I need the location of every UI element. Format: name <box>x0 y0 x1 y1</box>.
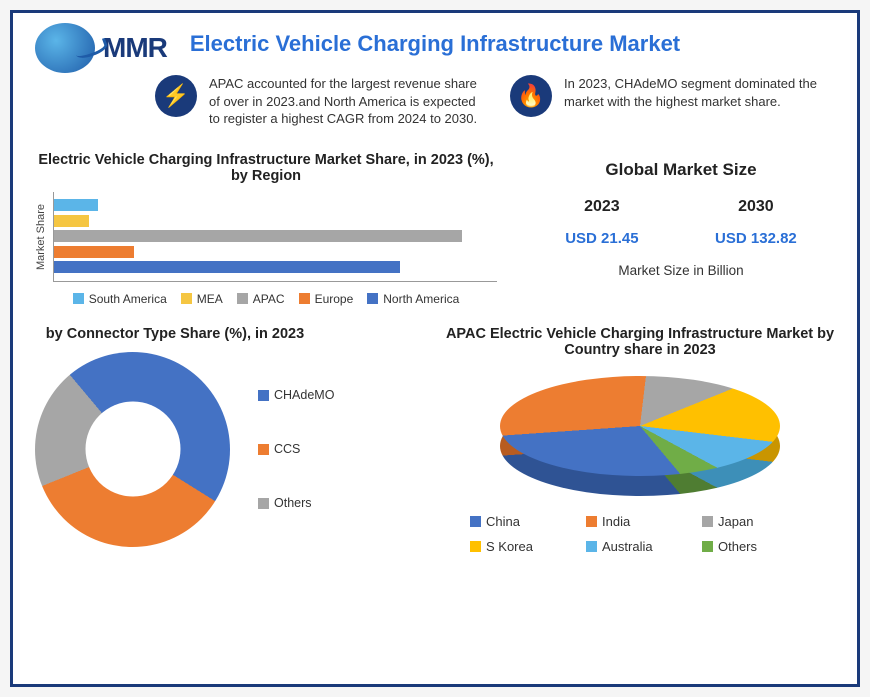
legend-label: India <box>602 514 630 529</box>
logo-text: MMR <box>103 32 167 64</box>
legend-item: Europe <box>299 292 354 306</box>
legend-item: APAC <box>237 292 285 306</box>
pie3d-top <box>500 376 780 476</box>
bar-europe <box>54 246 134 258</box>
legend-label: South America <box>89 292 167 306</box>
flame-icon: 🔥 <box>510 75 552 117</box>
market-size-title: Global Market Size <box>527 160 835 180</box>
legend-item: S Korea <box>470 539 560 554</box>
legend-item: India <box>586 514 676 529</box>
pie3d-shape <box>500 376 780 496</box>
pie3d-chart: APAC Electric Vehicle Charging Infrastru… <box>445 326 835 554</box>
legend-label: CHAdeMO <box>274 388 334 402</box>
swatch-icon <box>702 541 713 552</box>
row-2: by Connector Type Share (%), in 2023 CHA… <box>35 326 835 554</box>
bar-chart-legend: South America MEA APAC Europe North America <box>35 292 497 306</box>
swatch-icon <box>586 541 597 552</box>
swatch-icon <box>258 390 269 401</box>
bar-chart-body: Market Share <box>35 192 497 282</box>
bar-chart-bars <box>53 192 497 282</box>
pie3d-legend: China India Japan S Korea Australia Others <box>470 514 810 554</box>
legend-item: MEA <box>181 292 223 306</box>
swatch-icon <box>367 293 378 304</box>
swatch-icon <box>258 498 269 509</box>
callout-chademo: 🔥 In 2023, CHAdeMO segment dominated the… <box>510 75 835 128</box>
legend-label: APAC <box>253 292 285 306</box>
bar-north-america <box>54 261 400 273</box>
legend-label: Australia <box>602 539 653 554</box>
market-size-col-2023: 2023 USD 21.45 <box>565 198 638 247</box>
bar-apac <box>54 230 462 242</box>
legend-label: North America <box>383 292 459 306</box>
callout-apac-text: APAC accounted for the largest revenue s… <box>209 75 480 128</box>
infographic-container: MMR Electric Vehicle Charging Infrastruc… <box>10 10 860 687</box>
legend-item: South America <box>73 292 167 306</box>
swatch-icon <box>586 516 597 527</box>
swatch-icon <box>258 444 269 455</box>
swatch-icon <box>470 541 481 552</box>
legend-label: Europe <box>315 292 354 306</box>
donut-chart-title: by Connector Type Share (%), in 2023 <box>35 326 315 342</box>
swatch-icon <box>237 293 248 304</box>
legend-label: Others <box>718 539 757 554</box>
swatch-icon <box>181 293 192 304</box>
legend-item: Japan <box>702 514 792 529</box>
swatch-icon <box>73 293 84 304</box>
ms-year-2: 2030 <box>715 198 797 216</box>
ms-year-1: 2023 <box>565 198 638 216</box>
swatch-icon <box>299 293 310 304</box>
legend-item: CHAdeMO <box>258 388 334 402</box>
market-size-col-2030: 2030 USD 132.82 <box>715 198 797 247</box>
legend-item: Australia <box>586 539 676 554</box>
legend-item: Others <box>258 496 334 510</box>
pie3d-chart-body: China India Japan S Korea Australia Others <box>445 376 835 554</box>
legend-label: Others <box>274 496 312 510</box>
legend-label: China <box>486 514 520 529</box>
donut-hole <box>85 402 180 497</box>
legend-item: China <box>470 514 560 529</box>
market-size-box: Global Market Size 2023 USD 21.45 2030 U… <box>527 152 835 278</box>
bar-chart: Electric Vehicle Charging Infrastructure… <box>35 152 497 306</box>
market-size-columns: 2023 USD 21.45 2030 USD 132.82 <box>527 198 835 247</box>
pie3d-chart-title: APAC Electric Vehicle Charging Infrastru… <box>445 326 835 358</box>
logo: MMR <box>35 23 167 73</box>
callout-apac: ⚡ APAC accounted for the largest revenue… <box>155 75 480 128</box>
callouts-row: ⚡ APAC accounted for the largest revenue… <box>155 75 835 128</box>
row-1: Electric Vehicle Charging Infrastructure… <box>35 152 835 306</box>
ms-val-1: USD 21.45 <box>565 230 638 247</box>
donut-chart-body: CHAdeMO CCS Others <box>35 352 425 547</box>
legend-item: North America <box>367 292 459 306</box>
bar-south-america <box>54 199 98 211</box>
market-size-unit: Market Size in Billion <box>527 263 835 278</box>
swatch-icon <box>702 516 713 527</box>
donut-chart: by Connector Type Share (%), in 2023 CHA… <box>35 326 425 554</box>
legend-label: S Korea <box>486 539 533 554</box>
ms-val-2: USD 132.82 <box>715 230 797 247</box>
legend-label: MEA <box>197 292 223 306</box>
bar-chart-title: Electric Vehicle Charging Infrastructure… <box>35 152 497 184</box>
donut-shape <box>35 352 230 547</box>
legend-label: CCS <box>274 442 300 456</box>
callout-chademo-text: In 2023, CHAdeMO segment dominated the m… <box>564 75 835 110</box>
lightning-icon: ⚡ <box>155 75 197 117</box>
bar-mea <box>54 215 89 227</box>
legend-item: Others <box>702 539 792 554</box>
globe-icon <box>35 23 95 73</box>
legend-label: Japan <box>718 514 753 529</box>
legend-item: CCS <box>258 442 334 456</box>
donut-legend: CHAdeMO CCS Others <box>258 388 334 510</box>
swatch-icon <box>470 516 481 527</box>
bar-chart-ylabel: Market Share <box>35 204 47 270</box>
